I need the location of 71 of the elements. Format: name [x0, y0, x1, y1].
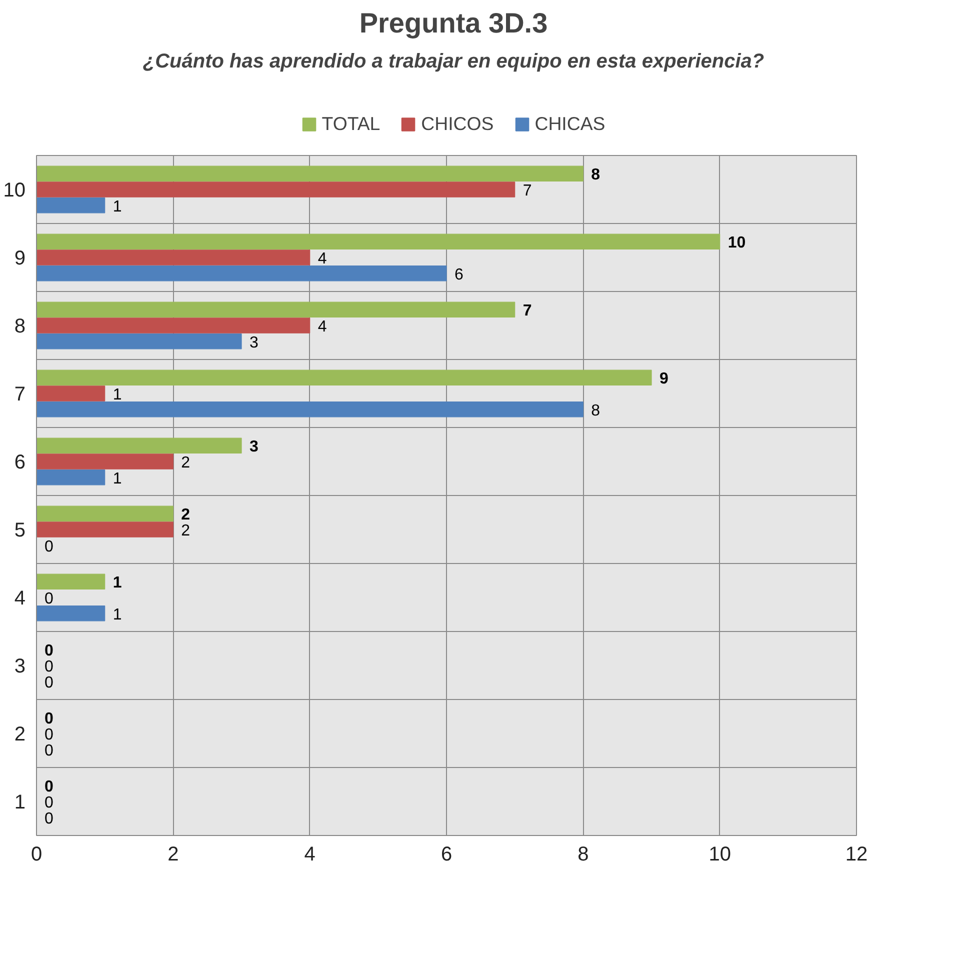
y-tick-label: 10: [3, 180, 26, 202]
data-label: 2: [181, 522, 190, 540]
bar: [36, 182, 516, 198]
data-label: 4: [318, 318, 327, 336]
data-label: 0: [44, 810, 54, 828]
bar: [36, 386, 106, 402]
data-label: 10: [728, 234, 746, 252]
y-tick-label: 2: [14, 724, 26, 746]
bar: [36, 234, 720, 250]
bar: [36, 470, 106, 486]
bar: [36, 574, 106, 590]
x-tick-label: 6: [440, 844, 452, 866]
data-label: 1: [112, 606, 122, 624]
data-label: 7: [522, 182, 532, 200]
data-label: 0: [44, 742, 54, 760]
x-tick-label: 4: [304, 844, 316, 866]
bar: [36, 250, 310, 266]
data-label: 0: [44, 726, 54, 744]
data-label: 0: [44, 710, 54, 728]
data-label: 8: [591, 402, 600, 420]
bar: [36, 506, 174, 522]
bar: [36, 402, 584, 418]
bar: [36, 454, 174, 470]
data-label: 0: [44, 642, 54, 660]
bar: [36, 606, 106, 622]
data-label: 1: [112, 198, 122, 216]
data-label: 6: [454, 266, 464, 284]
data-label: 2: [181, 506, 190, 524]
legend-label: CHICAS: [534, 113, 606, 135]
legend-label: CHICOS: [421, 113, 494, 135]
bar: [36, 166, 584, 182]
bar: [36, 302, 516, 318]
data-label: 4: [318, 250, 327, 268]
y-tick-label: 3: [14, 656, 26, 678]
bar: [36, 334, 242, 350]
bar: [36, 266, 447, 282]
data-label: 9: [660, 370, 668, 388]
x-tick-label: 2: [168, 844, 179, 866]
data-label: 0: [44, 658, 54, 676]
x-tick-label: 0: [30, 844, 42, 866]
y-tick-label: 5: [14, 520, 26, 542]
data-label: 1: [112, 574, 122, 592]
data-label: 0: [44, 778, 54, 796]
bar: [36, 438, 242, 454]
bar: [36, 318, 310, 334]
legend-label: TOTAL: [322, 113, 380, 135]
y-tick-label: 9: [14, 248, 26, 270]
data-label: 0: [44, 538, 54, 556]
data-label: 3: [250, 334, 258, 352]
data-label: 0: [44, 674, 54, 692]
bar: [36, 198, 106, 214]
y-tick-label: 8: [14, 316, 26, 338]
x-tick-label: 8: [578, 844, 589, 866]
data-label: 1: [112, 386, 122, 404]
x-tick-label: 12: [845, 844, 868, 866]
data-label: 1: [112, 470, 122, 488]
data-label: 8: [591, 166, 600, 184]
bar: [36, 522, 174, 538]
data-label: 2: [181, 454, 190, 472]
y-tick-label: 6: [14, 452, 26, 474]
y-tick-label: 7: [14, 384, 26, 406]
data-label: 0: [44, 794, 54, 812]
y-tick-label: 4: [14, 588, 26, 610]
chart-title: Pregunta 3D.3: [359, 8, 548, 38]
y-tick-label: 1: [14, 792, 26, 814]
bar: [36, 370, 652, 386]
data-label: 7: [522, 302, 532, 320]
chart-subtitle: ¿Cuánto has aprendido a trabajar en equipo en esta experiencia?: [142, 50, 764, 72]
x-tick-label: 10: [708, 844, 731, 866]
data-label: 3: [250, 438, 258, 456]
data-label: 0: [44, 590, 54, 608]
